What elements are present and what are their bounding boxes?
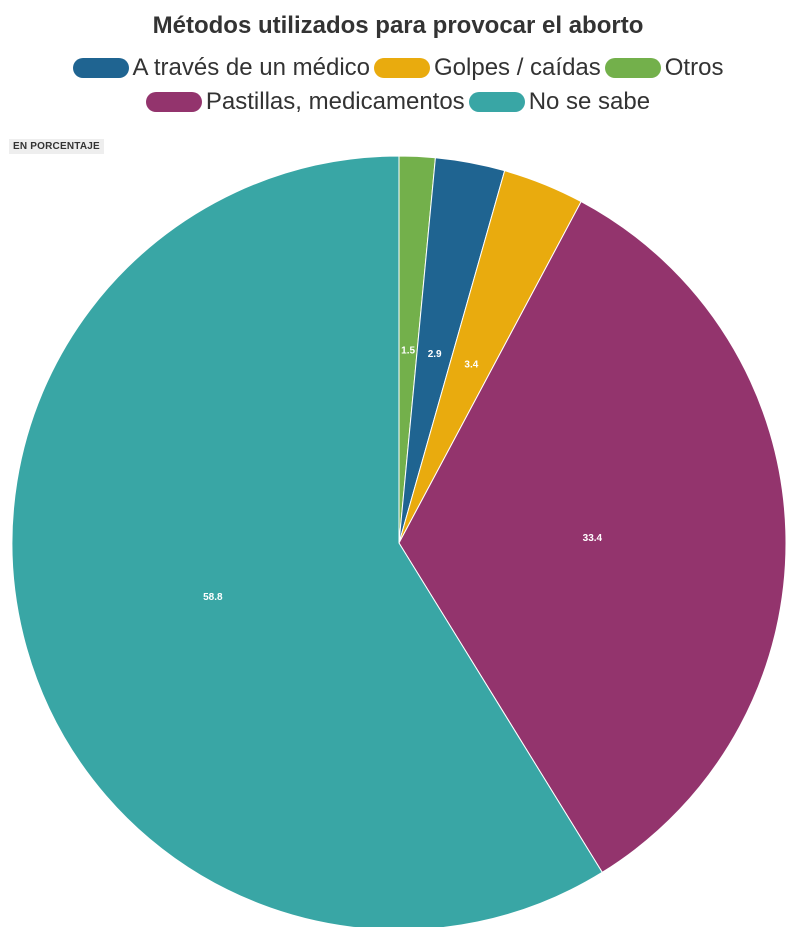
legend-swatch-golpes [374, 58, 430, 78]
chart-title: Métodos utilizados para provocar el abor… [152, 12, 644, 39]
legend-item-pastillas[interactable]: Pastillas, medicamentos [145, 88, 465, 116]
legend-swatch-medico [72, 58, 129, 78]
legend-label-golpes: Golpes / caídas [434, 54, 601, 81]
legend-label-medico: A través de un médico [132, 54, 370, 81]
pie-slice-no-se-sabe[interactable] [11, 155, 603, 927]
legend-row-1: A través de un médico Golpes / caídas Ot… [0, 54, 796, 82]
legend-item-medico[interactable]: A través de un médico [72, 54, 370, 82]
legend-label-otros: Otros [664, 54, 724, 81]
slice-value-label-otros: 1.5 [401, 346, 415, 357]
legend-label-pastillas: Pastillas, medicamentos [205, 88, 465, 115]
slice-value-label-no-se-sabe: 58.8 [203, 592, 223, 603]
pie-slice-pastillas-medicamentos[interactable] [398, 200, 787, 874]
legend-item-no-se-sabe[interactable]: No se sabe [468, 88, 651, 116]
slice-value-label-a-traves-de-un-medico: 2.9 [428, 349, 442, 360]
legend-row-2: Pastillas, medicamentos No se sabe [0, 88, 796, 116]
legend-swatch-otros [604, 58, 661, 78]
legend-swatch-no-se-sabe [468, 92, 525, 112]
legend-label-no-se-sabe: No se sabe [528, 88, 651, 115]
unit-badge: EN PORCENTAJE [9, 139, 104, 154]
slice-value-label-golpes-caidas: 3.4 [464, 360, 478, 371]
legend-item-otros[interactable]: Otros [604, 54, 724, 82]
legend-swatch-pastillas [145, 92, 202, 112]
legend-item-golpes[interactable]: Golpes / caídas [374, 54, 601, 82]
slice-value-label-pastillas-medicamentos: 33.4 [583, 533, 603, 544]
